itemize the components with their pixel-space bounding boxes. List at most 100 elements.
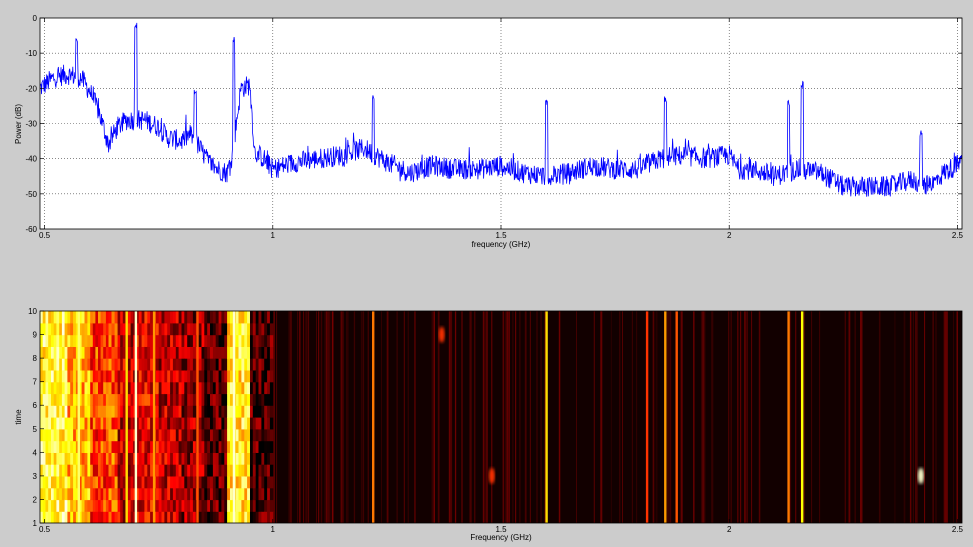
spectrogram-band-cell	[172, 452, 177, 465]
spectrogram-band-cell	[135, 440, 140, 453]
spectrogram-band-cell	[42, 381, 46, 395]
spectrogram-band-cell	[98, 499, 102, 512]
spectrogram-band-cell	[264, 393, 268, 406]
spectrum-y-axis-label: Power (dB)	[14, 104, 23, 144]
spectrogram-streak	[524, 311, 527, 523]
spectrogram-band-cell	[250, 322, 254, 336]
spectrogram-band-cell	[70, 322, 74, 336]
spectrogram-band-cell	[59, 487, 63, 501]
spectrogram-band-cell	[59, 417, 63, 430]
spectrogram-band-cell	[175, 428, 180, 442]
spectrogram-band-cell	[138, 381, 143, 395]
spectrogram-data	[40, 311, 958, 523]
spectrogram-band-cell	[141, 428, 146, 442]
spectrogram-band-cell	[230, 311, 234, 324]
spectrogram-band-cell	[144, 475, 148, 489]
spectrogram-band-cell	[187, 405, 191, 418]
spectrogram-band-cell	[218, 334, 223, 347]
spectrogram-band-cell	[250, 475, 254, 489]
spectrogram-band-cell	[135, 475, 140, 489]
spectrogram-band-cell	[67, 322, 71, 336]
spectrogram-band-cell	[73, 346, 77, 359]
spectrogram-band-cell	[138, 405, 143, 418]
spectrogram-band-cell	[90, 464, 94, 477]
spectrogram-band-cell	[81, 334, 86, 347]
spectrogram-band-cell	[114, 334, 119, 347]
spectrogram-band-cell	[95, 346, 99, 359]
spectrogram-band-cell	[147, 464, 151, 477]
spectrogram-band-cell	[87, 358, 91, 371]
spectrogram-band-cell	[212, 428, 217, 442]
spectrogram-streak	[396, 311, 398, 523]
spectrogram-band-cell	[117, 381, 121, 395]
spectrogram-streak	[320, 311, 323, 523]
spectrogram-streak	[353, 311, 356, 523]
spectrogram-band-cell	[135, 358, 140, 371]
spectrogram-band-cell	[138, 393, 143, 406]
spectrogram-band-cell	[103, 499, 107, 512]
spectrogram-band-cell	[59, 393, 63, 406]
spectrogram-band-cell	[269, 475, 274, 489]
spectrogram-band-cell	[258, 369, 262, 383]
spectrogram-band-cell	[252, 475, 257, 489]
spectrogram-band-cell	[175, 464, 180, 477]
spectrogram-band-cell	[78, 440, 83, 453]
spectrogram-band-cell	[87, 464, 91, 477]
spectrogram-band-cell	[172, 428, 177, 442]
spectrogram-band-cell	[258, 334, 262, 347]
spectrogram-band-cell	[128, 358, 132, 371]
spectrogram-band-cell	[45, 511, 49, 523]
spectrogram-band-cell	[212, 358, 217, 371]
spectrogram-x-tick-label: 0.5	[39, 525, 51, 534]
spectrogram-band-cell	[161, 511, 165, 523]
spectrogram-band-cell	[241, 464, 245, 477]
spectrogram-band-cell	[87, 311, 91, 324]
spectrogram-band-cell	[122, 428, 126, 442]
spectrogram-band-cell	[221, 440, 225, 453]
spectrogram-streak	[327, 311, 330, 523]
spectrogram-band-cell	[252, 511, 257, 523]
spectrogram-band-cell	[255, 487, 260, 501]
spectrogram-y-tick-label: 7	[33, 378, 38, 387]
spectrogram-band-cell	[192, 475, 197, 489]
spectrogram-band-cell	[250, 428, 254, 442]
spectrogram-band-cell	[235, 428, 240, 442]
spectrogram-streak	[943, 311, 945, 523]
spectrogram-signal-line	[152, 311, 156, 523]
spectrogram-band-cell	[122, 499, 126, 512]
spectrogram-band-cell	[92, 381, 96, 395]
spectrogram-band-cell	[244, 334, 248, 347]
spectrogram-band-cell	[244, 311, 248, 324]
spectrogram-band-cell	[261, 346, 265, 359]
spectrogram-band-cell	[244, 322, 248, 336]
spectrogram-band-cell	[87, 511, 91, 523]
spectrogram-band-cell	[212, 322, 217, 336]
spectrogram-band-cell	[175, 381, 180, 395]
spectrogram-band-cell	[210, 369, 214, 383]
spectrogram-band-cell	[184, 511, 188, 523]
spectrogram-band-cell	[167, 369, 171, 383]
spectrogram-band-cell	[238, 405, 242, 418]
spectrogram-band-cell	[244, 358, 248, 371]
spectrogram-band-cell	[210, 452, 214, 465]
spectrogram-band-cell	[61, 334, 66, 347]
spectrogram-band-cell	[218, 346, 223, 359]
spectrogram-band-cell	[161, 334, 165, 347]
spectrogram-band-cell	[122, 334, 126, 347]
spectrogram-band-cell	[67, 311, 71, 324]
spectrogram-band-cell	[212, 487, 217, 501]
spectrogram-band-cell	[73, 405, 77, 418]
spectrogram-band-cell	[141, 381, 146, 395]
spectrogram-band-cell	[155, 428, 160, 442]
spectrogram-band-cell	[103, 464, 107, 477]
spectrogram-band-cell	[95, 358, 99, 371]
spectrogram-band-cell	[141, 511, 146, 523]
spectrogram-streak	[470, 311, 472, 523]
spectrogram-band-cell	[258, 358, 262, 371]
spectrogram-band-cell	[264, 369, 268, 383]
spectrogram-band-cell	[161, 358, 165, 371]
spectrogram-band-cell	[184, 311, 188, 324]
spectrogram-band-cell	[117, 417, 121, 430]
spectrogram-band-cell	[230, 440, 234, 453]
spectrogram-band-cell	[190, 475, 194, 489]
